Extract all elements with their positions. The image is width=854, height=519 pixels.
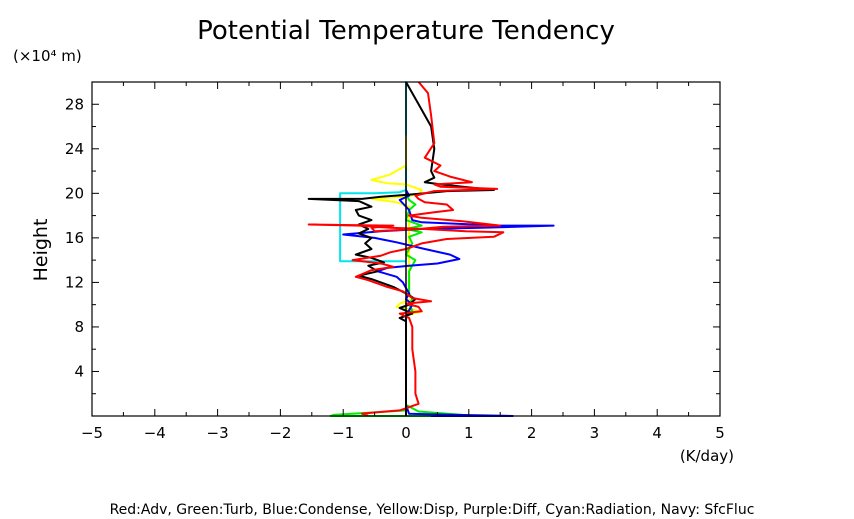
x-tick-label: −2 (269, 424, 291, 442)
series-line-yellow (370, 135, 423, 416)
x-tick-label: 4 (652, 424, 662, 442)
chart-title: Potential Temperature Tendency (197, 16, 615, 46)
y-tick-label: 24 (65, 140, 84, 158)
x-tick-label: −5 (81, 424, 103, 442)
series-line-red (307, 81, 505, 416)
x-tick-label: 5 (715, 424, 725, 442)
x-unit-label: (K/day) (680, 447, 734, 465)
x-tick-label: −4 (144, 424, 166, 442)
y-tick-label: 12 (65, 273, 84, 291)
x-tick-label: −3 (207, 424, 229, 442)
x-tick-label: −1 (332, 424, 354, 442)
series-line-blue (342, 189, 555, 417)
series-layer (307, 81, 555, 417)
y-tick-label: 16 (65, 229, 84, 247)
x-tick-label: 3 (590, 424, 600, 442)
y-axis-label: Height (30, 219, 52, 282)
y-tick-label: 8 (74, 318, 84, 336)
y-tick-label: 28 (65, 95, 84, 113)
x-tick-label: 2 (527, 424, 537, 442)
y-tick-label: 20 (65, 184, 84, 202)
y-unit-label: (×10⁴ m) (13, 47, 82, 65)
y-tick-label: 4 (74, 362, 84, 380)
legend-caption: Red:Adv, Green:Turb, Blue:Condense, Yell… (110, 502, 755, 518)
x-tick-label: 1 (464, 424, 474, 442)
x-tick-label: 0 (401, 424, 411, 442)
